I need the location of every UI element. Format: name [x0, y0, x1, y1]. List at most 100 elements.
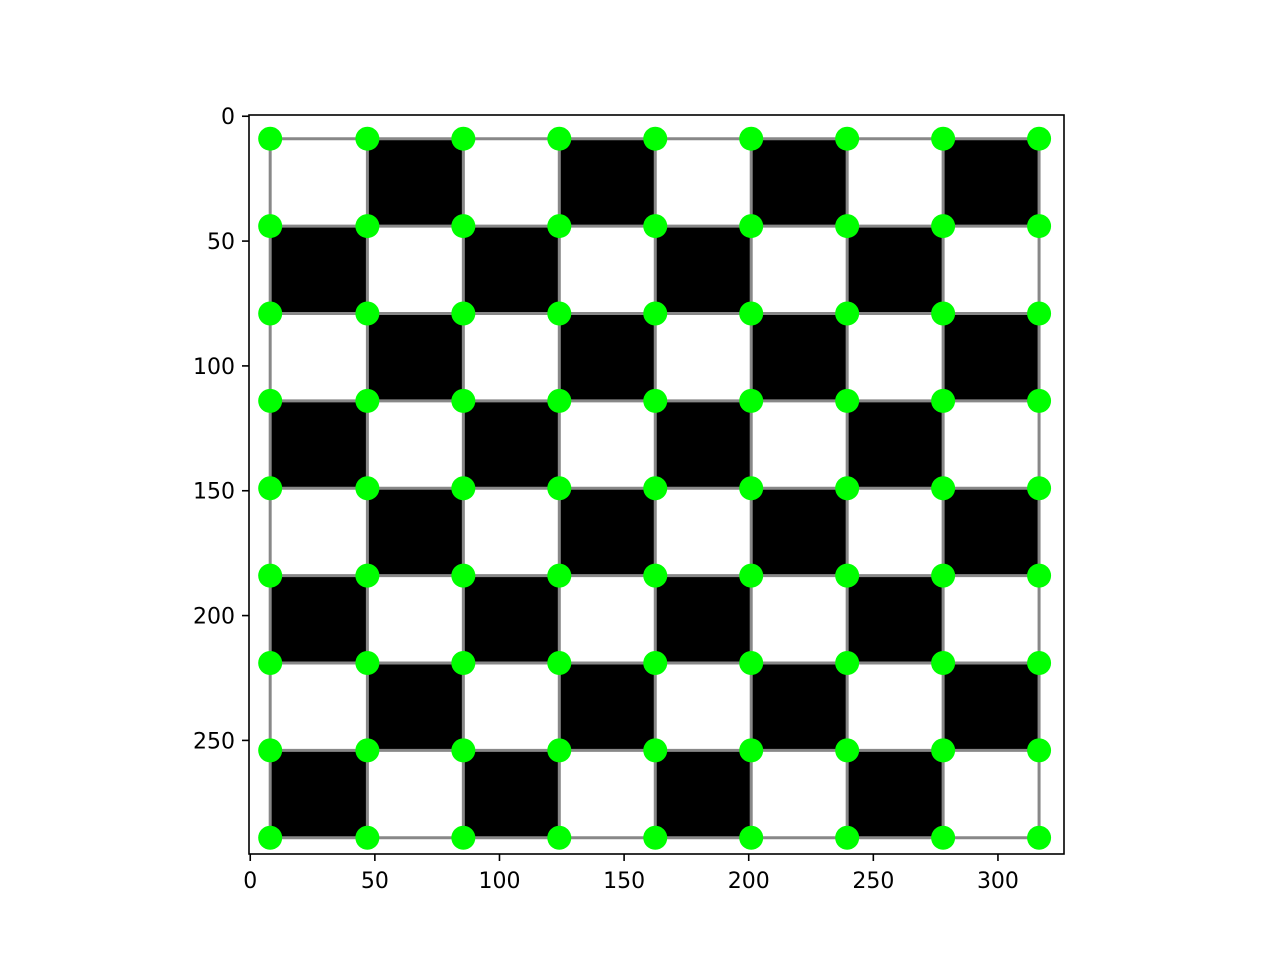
- corner-point-r2-c4: [643, 301, 668, 326]
- board-square-r6-c7: [943, 663, 1040, 751]
- y-tick-label-3: 150: [193, 480, 235, 505]
- corner-point-r1-c6: [835, 214, 860, 239]
- board-square-r0-c6: [847, 138, 944, 227]
- x-tick-label-2: 100: [478, 869, 520, 894]
- corner-point-r8-c5: [739, 825, 764, 850]
- corner-point-r5-c0: [258, 563, 283, 588]
- corner-point-r2-c3: [547, 301, 572, 326]
- corner-point-r2-c1: [355, 301, 380, 326]
- board-square-r2-c0: [270, 313, 368, 401]
- board-square-r3-c0: [270, 400, 368, 489]
- board-square-r0-c4: [655, 138, 752, 227]
- corner-point-r7-c6: [835, 738, 860, 763]
- corner-point-r5-c7: [931, 563, 956, 588]
- corner-point-r8-c7: [931, 825, 956, 850]
- corner-point-r6-c3: [547, 651, 572, 676]
- corner-point-r0-c1: [355, 126, 380, 151]
- y-axis-ticks: 0 50 100 150 200 250: [193, 105, 249, 754]
- board-square-r7-c3: [559, 750, 656, 838]
- board-square-r2-c6: [847, 313, 944, 401]
- board-square-r4-c5: [751, 488, 848, 576]
- board-square-r2-c1: [367, 313, 464, 401]
- y-tick-label-5: 250: [193, 729, 235, 754]
- corner-point-r5-c3: [547, 563, 572, 588]
- corner-point-r4-c7: [931, 476, 956, 501]
- board-square-r4-c2: [463, 488, 560, 576]
- corner-point-r4-c4: [643, 476, 668, 501]
- board-square-r3-c7: [943, 400, 1040, 489]
- corner-point-r3-c6: [835, 388, 860, 413]
- x-tick-label-4: 200: [728, 869, 770, 894]
- corner-point-r3-c8: [1027, 388, 1052, 413]
- corner-point-r7-c2: [451, 738, 476, 763]
- corner-point-r5-c2: [451, 563, 476, 588]
- corner-point-r3-c4: [643, 388, 668, 413]
- checkerboard-image: [270, 138, 1040, 838]
- board-square-r2-c4: [655, 313, 752, 401]
- corner-point-r6-c1: [355, 651, 380, 676]
- corner-point-r3-c2: [451, 388, 476, 413]
- corner-point-r6-c6: [835, 651, 860, 676]
- corner-point-r6-c7: [931, 651, 956, 676]
- corner-point-r0-c5: [739, 126, 764, 151]
- board-square-r5-c6: [847, 575, 944, 664]
- board-square-r3-c1: [367, 400, 464, 489]
- board-square-r5-c5: [751, 575, 848, 664]
- corner-point-r7-c0: [258, 738, 283, 763]
- board-square-r4-c1: [367, 488, 464, 576]
- board-square-r0-c5: [751, 138, 848, 227]
- corner-point-r5-c4: [643, 563, 668, 588]
- corner-point-r0-c3: [547, 126, 572, 151]
- axes-frame: [248, 114, 1065, 855]
- corner-point-r5-c8: [1027, 563, 1052, 588]
- board-square-r3-c2: [463, 400, 560, 489]
- corner-point-r5-c6: [835, 563, 860, 588]
- board-square-r6-c2: [463, 663, 560, 751]
- corner-point-r2-c0: [258, 301, 283, 326]
- corner-point-r8-c2: [451, 825, 476, 850]
- board-square-r6-c1: [367, 663, 464, 751]
- x-tick-label-6: 300: [977, 869, 1019, 894]
- x-tick-label-3: 150: [603, 869, 645, 894]
- board-square-r0-c1: [367, 138, 464, 227]
- board-square-r2-c3: [559, 313, 656, 401]
- corner-point-r8-c3: [547, 825, 572, 850]
- y-tick-label-0: 0: [221, 105, 235, 130]
- board-square-r3-c3: [559, 400, 656, 489]
- board-square-r0-c3: [559, 138, 656, 227]
- board-square-r4-c3: [559, 488, 656, 576]
- corner-point-r1-c3: [547, 214, 572, 239]
- board-square-r7-c1: [367, 750, 464, 838]
- corner-point-r2-c8: [1027, 301, 1052, 326]
- board-square-r2-c7: [943, 313, 1040, 401]
- board-square-r0-c0: [270, 138, 368, 227]
- y-tick-label-2: 100: [193, 355, 235, 380]
- corner-point-r7-c8: [1027, 738, 1052, 763]
- corner-point-r1-c7: [931, 214, 956, 239]
- corner-point-r0-c6: [835, 126, 860, 151]
- board-square-r1-c4: [655, 226, 752, 314]
- board-square-r7-c6: [847, 750, 944, 838]
- board-square-r5-c0: [270, 575, 368, 664]
- board-square-r2-c5: [751, 313, 848, 401]
- corner-point-r3-c7: [931, 388, 956, 413]
- board-square-r4-c6: [847, 488, 944, 576]
- board-square-r6-c4: [655, 663, 752, 751]
- board-square-r5-c1: [367, 575, 464, 664]
- board-square-r6-c6: [847, 663, 944, 751]
- corner-point-r3-c1: [355, 388, 380, 413]
- board-square-r2-c2: [463, 313, 560, 401]
- board-square-r6-c3: [559, 663, 656, 751]
- corner-point-r1-c4: [643, 214, 668, 239]
- x-tick-label-5: 250: [852, 869, 894, 894]
- board-square-r4-c4: [655, 488, 752, 576]
- corner-point-r7-c5: [739, 738, 764, 763]
- board-square-r5-c4: [655, 575, 752, 664]
- x-axis-ticks: 0 50 100 150 200 250 300: [243, 854, 1019, 894]
- y-tick-label-4: 200: [193, 605, 235, 630]
- corner-point-r1-c5: [739, 214, 764, 239]
- board-square-r3-c6: [847, 400, 944, 489]
- corner-point-r6-c0: [258, 651, 283, 676]
- board-square-r3-c4: [655, 400, 752, 489]
